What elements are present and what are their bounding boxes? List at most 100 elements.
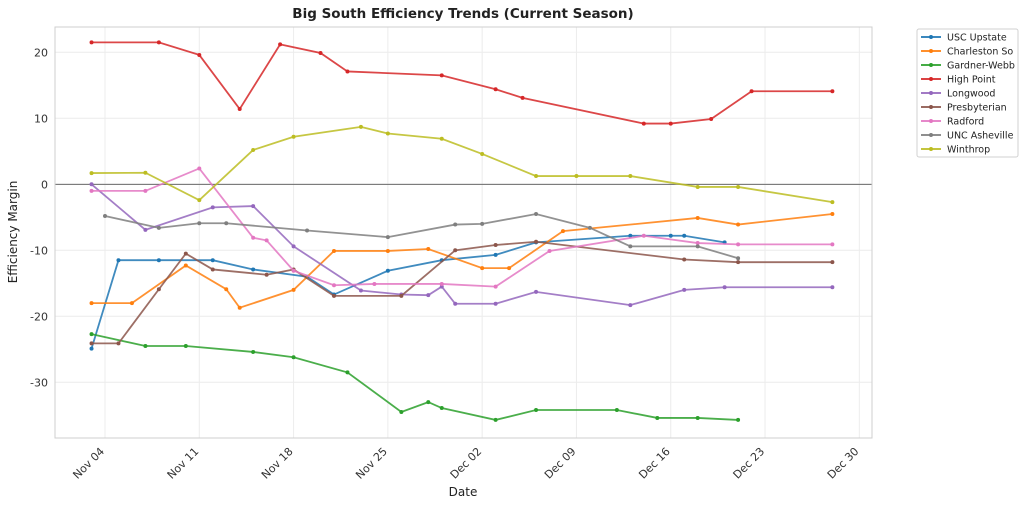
data-point	[493, 301, 498, 306]
data-point	[493, 243, 498, 248]
data-point	[305, 228, 310, 233]
data-point	[291, 268, 296, 273]
x-tick-label: Nov 25	[353, 445, 390, 482]
data-point	[695, 241, 700, 246]
data-point	[143, 227, 148, 232]
data-point	[547, 248, 552, 253]
data-point	[695, 215, 700, 220]
data-point	[89, 182, 94, 187]
data-point	[830, 260, 835, 265]
data-point	[830, 242, 835, 247]
data-point	[682, 233, 687, 238]
data-point	[453, 222, 458, 227]
y-tick-label: -10	[30, 244, 48, 257]
data-point	[224, 221, 229, 226]
data-point	[183, 344, 188, 348]
data-point	[830, 285, 835, 290]
data-point	[534, 289, 539, 294]
data-point	[426, 246, 431, 251]
data-point	[749, 89, 754, 94]
legend-marker	[929, 105, 933, 109]
data-point	[331, 248, 336, 253]
data-point	[695, 415, 700, 420]
grid	[55, 27, 872, 438]
data-point	[736, 417, 741, 422]
data-point	[574, 174, 579, 179]
data-point	[736, 184, 741, 189]
legend-marker	[929, 147, 933, 151]
data-point	[736, 242, 741, 247]
data-point	[251, 267, 256, 272]
legend-label: Winthrop	[947, 145, 990, 156]
data-point	[507, 266, 512, 271]
data-point	[358, 288, 363, 293]
data-point	[399, 410, 404, 414]
data-point	[385, 268, 390, 273]
data-point	[291, 244, 296, 249]
data-point	[116, 341, 121, 346]
data-point	[318, 50, 323, 55]
data-point	[210, 258, 215, 263]
data-point	[89, 332, 94, 337]
x-tick-label: Nov 18	[259, 445, 296, 482]
data-point	[331, 293, 336, 298]
data-point	[493, 417, 498, 422]
series-gardner-webb	[89, 332, 741, 422]
data-point	[103, 213, 107, 218]
data-point	[655, 415, 660, 420]
data-point	[709, 116, 714, 121]
data-point	[830, 89, 835, 94]
data-point	[291, 287, 296, 292]
legend-marker	[929, 91, 933, 95]
data-point	[345, 370, 350, 375]
y-tick-label: 0	[41, 178, 48, 191]
series-radford	[89, 166, 835, 289]
x-tick-label: Dec 09	[542, 445, 579, 482]
data-point	[493, 87, 498, 92]
data-point	[251, 349, 256, 354]
data-point	[156, 40, 161, 45]
series-line	[91, 41, 833, 125]
data-point	[116, 258, 121, 263]
data-point	[736, 260, 741, 265]
data-point	[372, 281, 377, 286]
data-point	[439, 73, 444, 78]
series-line	[91, 240, 833, 345]
data-point	[237, 107, 242, 112]
data-point	[534, 174, 539, 179]
series-presbyterian	[89, 239, 835, 346]
data-point	[143, 344, 148, 348]
data-point	[385, 131, 390, 136]
y-axis-label: Efficiency Margin	[6, 181, 20, 284]
series-unc-asheville	[103, 212, 741, 261]
data-point	[480, 151, 485, 156]
plot-frame	[54, 26, 873, 439]
data-point	[89, 346, 94, 351]
data-point	[520, 95, 525, 100]
data-point	[736, 222, 741, 227]
legend-box	[916, 28, 1019, 158]
x-axis-label: Date	[449, 485, 478, 499]
x-tick-label: Nov 04	[70, 445, 107, 482]
legend-label: Longwood	[947, 89, 995, 100]
x-tick-label: Dec 30	[825, 445, 862, 482]
data-point	[534, 239, 539, 244]
data-point	[439, 281, 444, 286]
x-axis-ticks: Nov 04 Nov 11 Nov 18 Nov 25 Dec 02 Dec 09 Dec …	[70, 445, 861, 482]
data-point	[682, 257, 687, 262]
data-point	[264, 238, 269, 243]
x-tick-label: Dec 16	[636, 445, 673, 482]
data-point	[224, 287, 229, 292]
data-point	[385, 235, 390, 240]
data-point	[453, 301, 458, 306]
data-point	[641, 121, 646, 126]
data-point	[426, 293, 431, 298]
data-point	[264, 272, 269, 277]
data-point	[587, 225, 592, 230]
data-point	[89, 341, 94, 346]
legend-marker	[929, 35, 933, 39]
data-point	[278, 42, 283, 47]
data-point	[453, 248, 458, 253]
data-point	[210, 267, 215, 272]
series-line	[91, 125, 833, 204]
